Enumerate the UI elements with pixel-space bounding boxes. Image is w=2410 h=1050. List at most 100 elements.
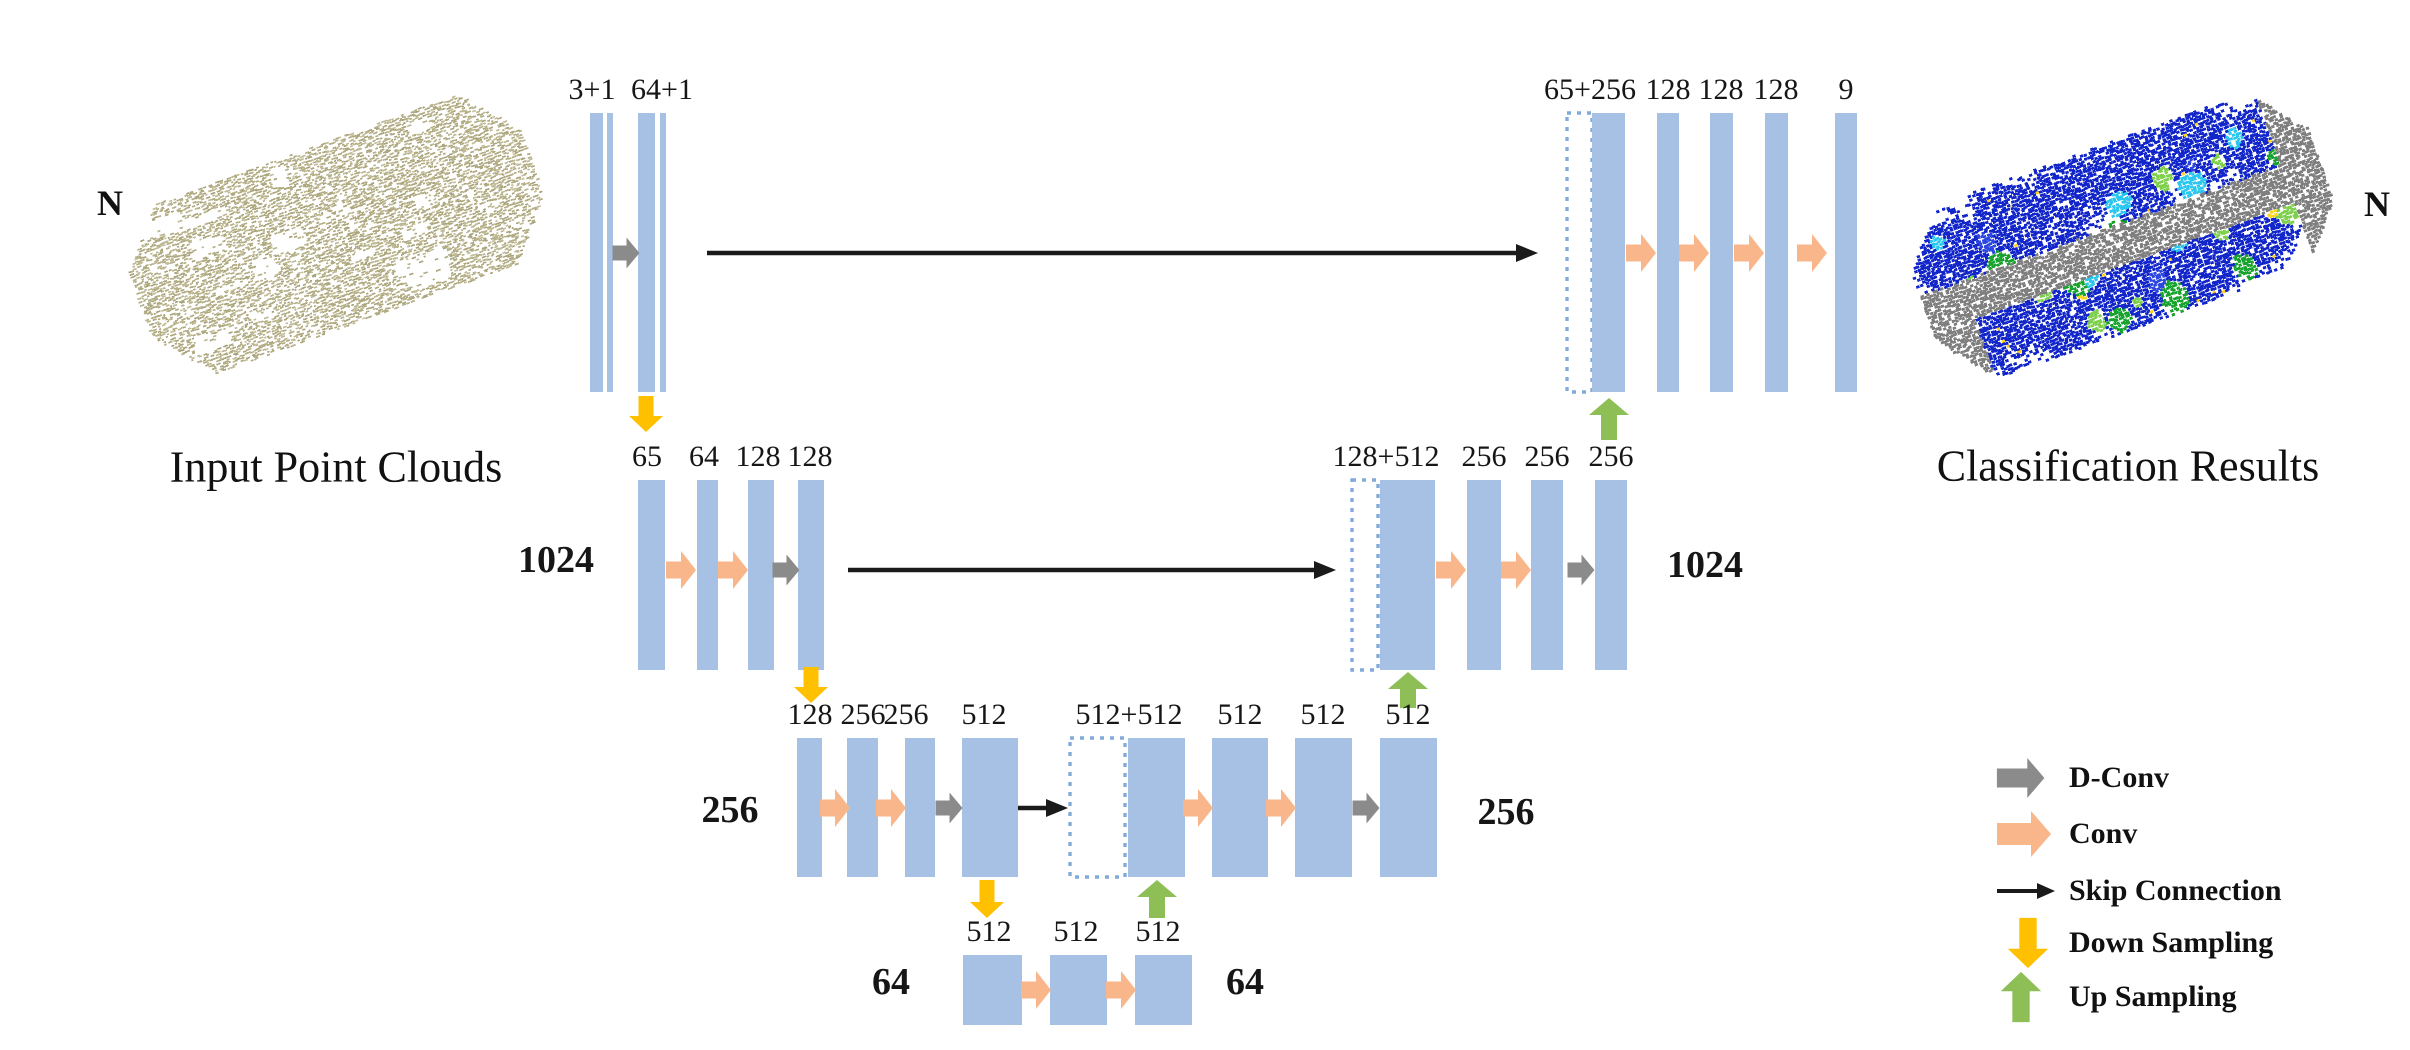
conv-arrow	[1183, 789, 1213, 827]
feature-bar	[1380, 480, 1435, 670]
feature-bar	[1128, 738, 1185, 877]
feature-bar	[1710, 113, 1733, 392]
feature-bar	[1765, 113, 1788, 392]
downsample-arrow	[970, 880, 1004, 918]
feature-bar	[1295, 738, 1352, 877]
bar-channel-label: 64	[689, 440, 719, 473]
bar-channel-label: 128	[1698, 73, 1744, 106]
conv-arrow	[1679, 234, 1709, 272]
points-label-256-left: 256	[701, 789, 759, 831]
concat-placeholder	[1350, 478, 1380, 672]
legend-item-conv: Conv	[1995, 808, 2137, 860]
downsample-arrow	[794, 667, 828, 703]
output-caption: Classification Results	[1936, 441, 2320, 491]
legend-label-skip-connection: Skip Connection	[2069, 874, 2282, 907]
feature-bar	[638, 113, 655, 392]
skip-connection-arrow-icon	[1997, 883, 2055, 899]
bar-channel-label: 512	[1053, 915, 1099, 948]
feature-bar	[607, 113, 613, 392]
north-label-right: N	[2364, 184, 2390, 224]
feature-bar	[1135, 955, 1192, 1025]
legend-item-up-sampling: Up Sampling	[1995, 970, 2237, 1024]
conv-arrow	[1021, 971, 1051, 1009]
feature-bar	[697, 480, 718, 670]
feature-bar	[1380, 738, 1437, 877]
dconv-arrow-icon	[1996, 758, 2045, 798]
skip-connection-arrowhead	[1046, 799, 1068, 817]
feature-bar	[962, 738, 1018, 877]
bar-channel-label: 128	[735, 440, 781, 473]
conv-arrow	[1797, 234, 1827, 272]
bar-channel-label: 512	[1135, 915, 1181, 948]
legend-label-up-sampling: Up Sampling	[2069, 980, 2237, 1013]
legend-icon-box	[1995, 752, 2063, 804]
bar-channel-label: 256	[1588, 440, 1634, 473]
feature-bar	[1595, 480, 1627, 670]
legend-icon-box	[1995, 916, 2063, 970]
bar-channel-label: 512	[1217, 698, 1263, 731]
feature-bar	[590, 113, 603, 392]
dconv-arrow	[935, 792, 963, 824]
bar-channel-label: 64+1	[631, 73, 693, 106]
feature-bar	[638, 480, 665, 670]
bar-channel-label: 256	[1461, 440, 1507, 473]
feature-bar	[1835, 113, 1857, 392]
feature-bar	[798, 480, 824, 670]
conv-arrow	[1106, 971, 1136, 1009]
feature-bar	[1050, 955, 1107, 1025]
classification-result-image	[1912, 98, 2334, 377]
bar-channel-label: 256	[883, 698, 929, 731]
legend-label-conv: Conv	[2069, 817, 2138, 850]
input-caption: Input Point Clouds	[169, 442, 503, 492]
bar-channel-label: 256	[840, 698, 886, 731]
conv-arrow	[1266, 789, 1296, 827]
feature-bar	[1531, 480, 1563, 670]
conv-arrow	[1501, 551, 1531, 589]
downsample-arrow	[629, 396, 663, 432]
skip-connection-arrowhead	[1314, 561, 1336, 579]
bar-channel-label: 128+512	[1332, 440, 1440, 473]
points-label-1024-right: 1024	[1667, 544, 1743, 586]
bar-channel-label: 128	[1645, 73, 1691, 106]
bar-channel-label: 3+1	[568, 73, 616, 106]
feature-bar	[1592, 113, 1625, 392]
north-label-left: N	[97, 183, 123, 223]
bar-channel-label: 512	[1300, 698, 1346, 731]
points-label-256-right: 256	[1477, 791, 1535, 833]
bar-channel-label: 128	[1753, 73, 1799, 106]
dconv-arrow	[612, 237, 640, 269]
bar-channel-label: 256	[1524, 440, 1570, 473]
feature-bar	[905, 738, 935, 877]
skip-connection-arrowhead	[1516, 244, 1538, 262]
bar-channel-label: 65+256	[1544, 73, 1636, 106]
feature-bar	[1212, 738, 1268, 877]
conv-arrow-icon	[1997, 811, 2051, 857]
dconv-arrow	[772, 554, 800, 586]
feature-bar	[963, 955, 1022, 1025]
conv-arrow	[666, 551, 696, 589]
input-point-cloud-image	[128, 95, 543, 375]
feature-bar	[797, 738, 822, 877]
legend-icon-box	[1995, 808, 2063, 860]
points-label-1024-left: 1024	[518, 539, 594, 581]
feature-bar	[1467, 480, 1501, 670]
bar-channel-label: 512	[961, 698, 1007, 731]
legend-item-skip-connection: Skip Connection	[1995, 874, 2282, 908]
bar-channel-label: 65	[632, 440, 662, 473]
legend-label-down-sampling: Down Sampling	[2069, 926, 2274, 959]
conv-arrow	[820, 789, 850, 827]
points-label-64-right: 64	[1226, 961, 1264, 1003]
upsample-arrow	[1388, 672, 1428, 708]
upsample-arrow	[1137, 880, 1177, 918]
concat-placeholder	[1565, 111, 1594, 394]
legend-icon-box	[1995, 877, 2063, 905]
points-label-64-left: 64	[872, 961, 910, 1003]
conv-arrow	[1436, 551, 1466, 589]
concat-placeholder	[1068, 736, 1127, 879]
feature-bar	[748, 480, 774, 670]
downsampling-arrow-icon	[2007, 917, 2049, 969]
bar-channel-label: 128	[787, 698, 833, 731]
upsample-arrow	[1589, 398, 1629, 440]
feature-bar	[1657, 113, 1679, 392]
